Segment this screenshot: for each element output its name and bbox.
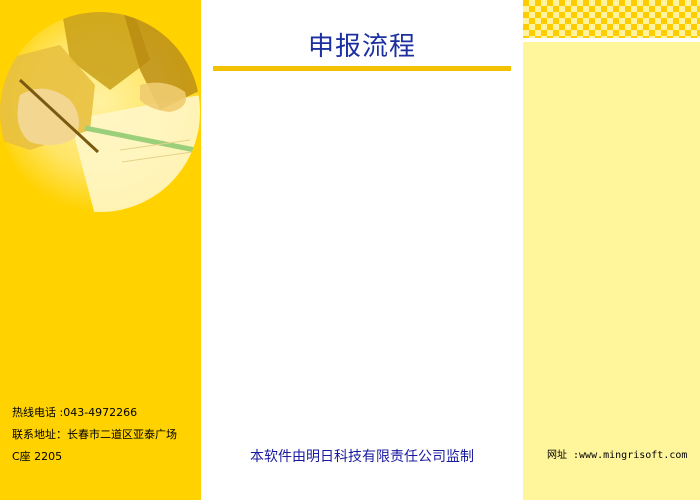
photo-illustration-icon (0, 0, 201, 215)
hand-writing-photo (0, 0, 201, 215)
hotline-text: 热线电话 :043-4972266 (12, 406, 138, 419)
page-title: 申报流程 (307, 32, 416, 62)
address-line-1: 联系地址：长春市二道区亚泰广场 (12, 428, 177, 441)
checker-pattern-icon (523, 0, 700, 38)
title-divider (213, 66, 511, 71)
website-text: 网址 :www.mingrisoft.com (547, 450, 688, 461)
checker-divider (523, 38, 700, 42)
address-line-2: C座 2205 (12, 450, 63, 463)
supervision-note: 本软件由明日科技有限责任公司监制 (250, 449, 474, 465)
main-content-panel: 申报流程 本软件由明日科技有限责任公司监制 (201, 0, 523, 500)
contact-info: 热线电话 :043-4972266 联系地址：长春市二道区亚泰广场 C座 220… (12, 402, 202, 468)
left-sidebar-panel: 热线电话 :043-4972266 联系地址：长春市二道区亚泰广场 C座 220… (0, 0, 201, 500)
right-sidebar-panel: 网址 :www.mingrisoft.com (523, 0, 700, 500)
